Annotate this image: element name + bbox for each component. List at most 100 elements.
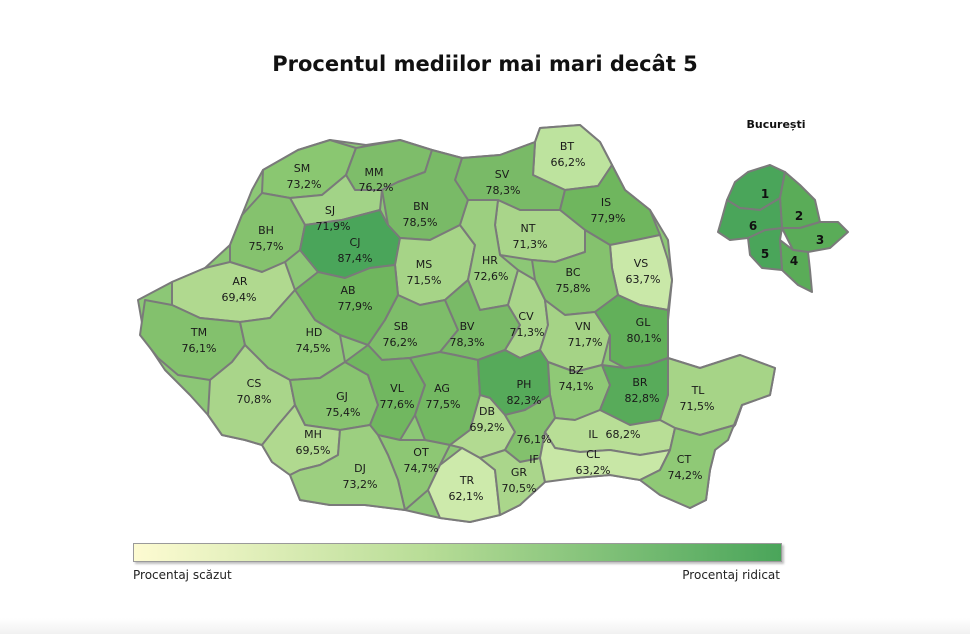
county-value-label: 76,1% <box>517 433 552 446</box>
bucharest-inset: 1 2 3 4 5 6 <box>717 164 849 293</box>
county-code-label: SV <box>495 168 510 181</box>
county-code-label: HD <box>306 326 323 339</box>
county-value-label: 80,1% <box>627 332 662 345</box>
county-labels: SM 73,2% MM 76,2% BT 66,2% SV 78,3% SJ 7… <box>182 140 715 503</box>
county-value-label: 78,3% <box>450 336 485 349</box>
county-code-label: MS <box>416 258 432 271</box>
county-value-label: 87,4% <box>338 252 373 265</box>
county-value-label: 71,3% <box>513 238 548 251</box>
county-value-label: 76,2% <box>383 336 418 349</box>
county-code-label: CL <box>586 448 601 461</box>
county-value-label: 77,6% <box>380 398 415 411</box>
county-value-label: 70,8% <box>237 393 272 406</box>
county-code-label: VS <box>634 257 649 270</box>
county-value-label: 71,9% <box>316 220 351 233</box>
county-code-label: NT <box>521 222 536 235</box>
county-value-label: 75,4% <box>326 406 361 419</box>
county-code-label: SB <box>394 320 409 333</box>
county-code-label: GJ <box>336 390 348 403</box>
county-code-label: BZ <box>568 364 584 377</box>
county-value-label: 69,4% <box>222 291 257 304</box>
county-code-label: BR <box>632 376 648 389</box>
county-value-label: 74,5% <box>296 342 331 355</box>
county-code-label: BT <box>560 140 575 153</box>
county-value-label: 77,9% <box>591 212 626 225</box>
county-code-label: DJ <box>354 462 366 475</box>
county-value-label: 63,2% <box>576 464 611 477</box>
county-code-label: PH <box>517 378 532 391</box>
county-region-vl <box>344 344 426 441</box>
bottom-strip <box>0 618 970 634</box>
legend-color-scale <box>133 543 782 562</box>
sector-label-5: 5 <box>761 247 769 261</box>
sector-label-4: 4 <box>790 254 798 268</box>
county-value-label: 76,1% <box>182 342 217 355</box>
county-value-label: 71,5% <box>680 400 715 413</box>
county-value-label: 69,2% <box>470 421 505 434</box>
county-value-label: 66,2% <box>551 156 586 169</box>
county-region-dj <box>289 424 406 511</box>
county-code-label: SJ <box>325 204 335 217</box>
county-regions <box>139 124 776 523</box>
county-code-label: IS <box>601 196 611 209</box>
county-code-label: OT <box>413 446 429 459</box>
county-value-label: 77,9% <box>338 300 373 313</box>
county-code-label: TL <box>691 384 706 397</box>
county-value-label: 74,2% <box>668 469 703 482</box>
sector-region-4 <box>779 239 813 293</box>
map-title: Procentul mediilor mai mari decât 5 <box>272 52 698 76</box>
county-value-label: 75,7% <box>249 240 284 253</box>
county-code-label: BC <box>565 266 580 279</box>
county-value-label: 73,2% <box>343 478 378 491</box>
county-code-label: TR <box>459 474 475 487</box>
county-value-label: 62,1% <box>449 490 484 503</box>
county-value-label: 77,5% <box>426 398 461 411</box>
sector-label-3: 3 <box>816 233 824 247</box>
county-code-label: SM <box>294 162 310 175</box>
county-value-label: 71,5% <box>407 274 442 287</box>
county-value-label: 82,3% <box>507 394 542 407</box>
county-value-label: 73,2% <box>287 178 322 191</box>
county-code-label: VN <box>575 320 591 333</box>
county-code-label: HR <box>482 254 498 267</box>
county-value-label: 72,6% <box>474 270 509 283</box>
county-code-label: AB <box>340 284 355 297</box>
sector-label-1: 1 <box>761 187 769 201</box>
county-region-tl <box>659 354 776 436</box>
county-region-ct <box>639 404 743 509</box>
county-value-label: 76,2% <box>359 181 394 194</box>
sector-region-6 <box>717 197 783 241</box>
legend-high-label: Procentaj ridicat <box>682 568 780 582</box>
county-value-label: 68,2% <box>606 428 641 441</box>
county-value-label: 74,1% <box>559 380 594 393</box>
county-code-label: BN <box>413 200 429 213</box>
county-value-label: 69,5% <box>296 444 331 457</box>
county-value-label: 78,3% <box>486 184 521 197</box>
county-value-label: 78,5% <box>403 216 438 229</box>
county-value-label: 63,7% <box>626 273 661 286</box>
county-value-label: 70,5% <box>502 482 537 495</box>
county-value-label: 74,7% <box>404 462 439 475</box>
county-code-label: IF <box>529 453 539 466</box>
county-value-label: 71,7% <box>568 336 603 349</box>
sector-label-6: 6 <box>749 219 757 233</box>
county-code-label: MH <box>304 428 322 441</box>
county-code-label: GR <box>511 466 528 479</box>
county-value-label: 75,8% <box>556 282 591 295</box>
county-code-label: DB <box>479 405 495 418</box>
county-code-label: CJ <box>350 236 361 249</box>
county-code-label: GL <box>636 316 652 329</box>
county-code-label: BV <box>460 320 475 333</box>
sector-label-2: 2 <box>795 209 803 223</box>
legend-low-label: Procentaj scăzut <box>133 568 232 582</box>
county-code-label: MM <box>365 166 384 179</box>
county-code-label: AR <box>232 275 248 288</box>
county-value-label: 82,8% <box>625 392 660 405</box>
county-value-label: 71,3% <box>510 326 545 339</box>
county-code-label: CV <box>518 310 534 323</box>
county-code-label: CT <box>677 453 692 466</box>
county-code-label: IL <box>588 428 598 441</box>
county-code-label: AG <box>434 382 450 395</box>
county-code-label: VL <box>390 382 405 395</box>
